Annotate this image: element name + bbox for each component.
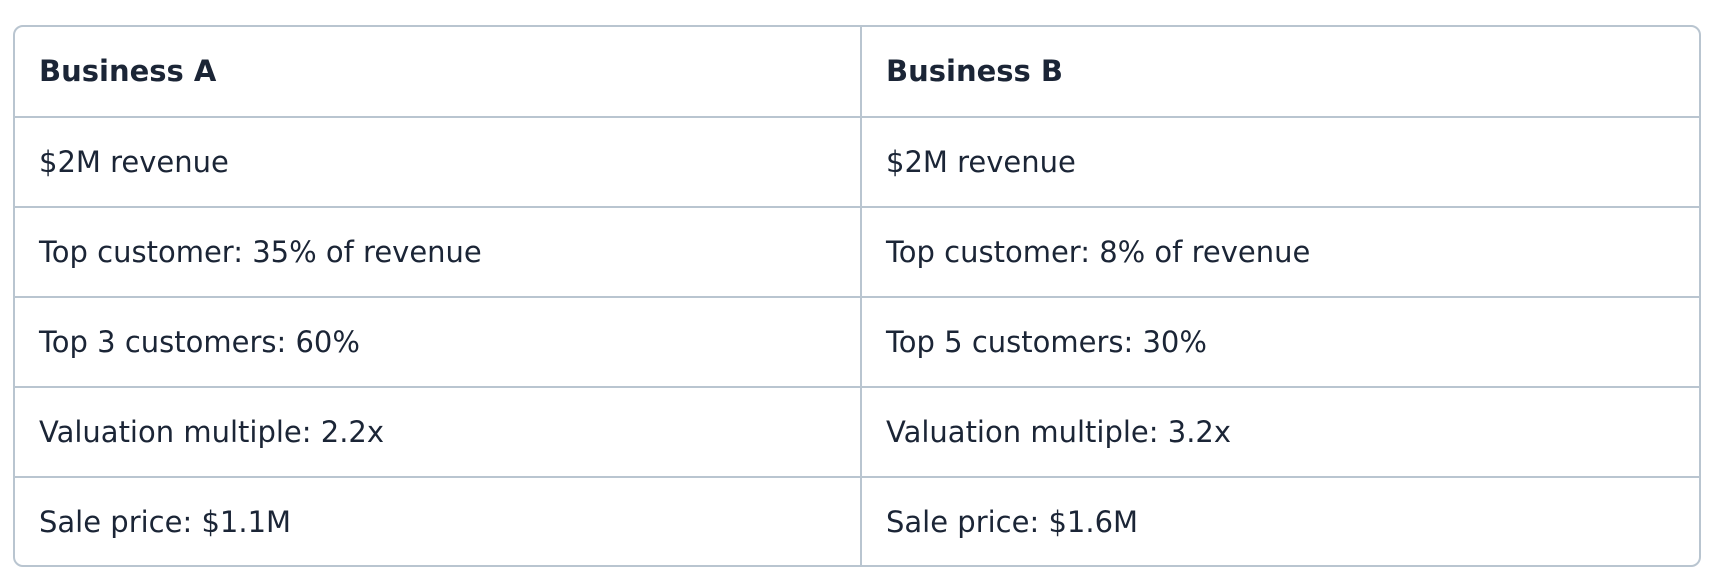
- table-cell: Top 5 customers: 30%: [861, 297, 1699, 388]
- header-business-b: Business B: [861, 27, 1699, 118]
- header-business-a: Business A: [15, 27, 862, 118]
- table-cell: Valuation multiple: 2.2x: [15, 387, 862, 478]
- table-header-row: Business A Business B: [15, 27, 1699, 118]
- table-cell: Top 3 customers: 60%: [15, 297, 862, 388]
- table-cell: $2M revenue: [15, 117, 862, 208]
- comparison-table-container: Business A Business B $2M revenue $2M re…: [13, 25, 1701, 567]
- table-cell: Sale price: $1.6M: [886, 505, 1139, 539]
- table-cell: Valuation multiple: 3.2x: [861, 387, 1699, 478]
- table-row: Sale price: $1.1M Sale price: $1.6M: [15, 477, 1699, 565]
- table-cell: Sale price: $1.1M: [15, 477, 862, 565]
- table-row: $2M revenue $2M revenue: [15, 117, 1699, 208]
- table-row: Top customer: 35% of revenue Top custome…: [15, 207, 1699, 298]
- table-cell: $2M revenue: [861, 117, 1699, 208]
- table-cell: Top customer: 8% of revenue: [861, 207, 1699, 298]
- comparison-table: Business A Business B $2M revenue $2M re…: [15, 27, 1699, 565]
- table-row: Top 3 customers: 60% Top 5 customers: 30…: [15, 297, 1699, 388]
- table-row: Valuation multiple: 2.2x Valuation multi…: [15, 387, 1699, 478]
- table-cell: Top customer: 35% of revenue: [15, 207, 862, 298]
